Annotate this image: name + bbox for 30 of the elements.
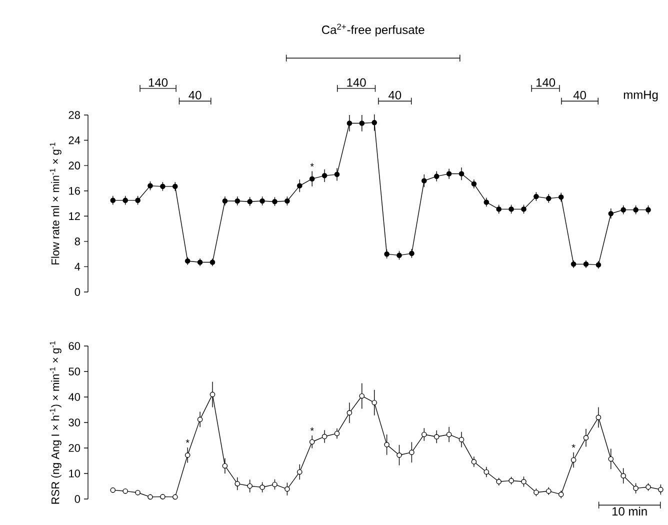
text: mmHg [624,90,658,102]
y-tick-label: 8 [74,238,80,246]
y-tick-label: 4 [74,262,80,270]
y-tick-label: 20 [68,162,80,170]
text: 140 [347,78,366,87]
text: 40 [188,90,202,100]
data-label: * [572,444,576,448]
text: 10 min [612,506,647,516]
y-tick-label: 30 [68,418,80,426]
data-label: * [186,439,190,443]
y-tick-label: 50 [68,368,80,376]
y-tick-label: 10 [69,470,80,478]
text: 140 [536,78,556,87]
y-axis-title: RSR (ng Ang I × h$^{-1}$) × min$^{-1}$ × g$^{-1}$ [50,341,62,504]
y-tick-label: 28 [68,111,80,119]
y-tick-label: 16 [69,186,80,195]
y-tick-label: 24 [68,136,80,144]
y-tick-label: 0 [74,495,80,503]
text: Ca$^{2+}$-free perfusate [322,24,424,36]
data-label: * [310,427,314,431]
text: 140 [148,78,168,87]
y-tick-label: 0 [74,288,80,296]
text: 40 [573,90,586,100]
y-tick-label: 60 [68,342,80,350]
y-axis-title: Flow rate ml × min$^{-1}$ × g$^{-1}$ [50,142,62,264]
data-label: * [310,163,314,167]
y-tick-label: 12 [69,212,80,220]
y-tick-label: 40 [68,393,80,401]
y-tick-label: 20 [68,444,80,452]
text: 40 [388,90,402,100]
